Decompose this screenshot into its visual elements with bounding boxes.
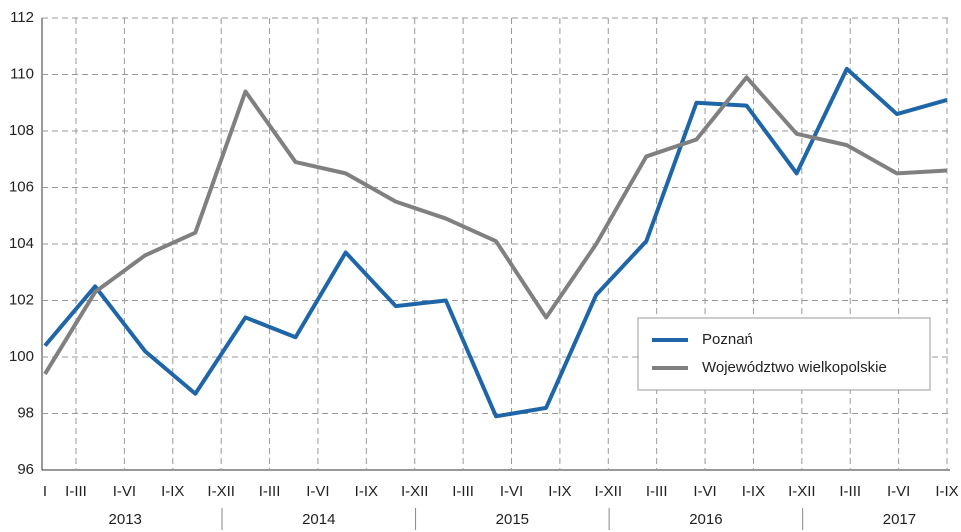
x-tick-label: I-IX [742,483,765,500]
y-tick-label: 110 [10,65,34,82]
legend-box [637,317,931,391]
x-tick-label: I [43,483,47,500]
x-tick-label: I-XII [207,483,235,500]
y-tick-label: 106 [9,178,34,195]
x-tick-label: I-XII [788,483,816,500]
year-label: 2017 [883,511,916,528]
x-tick-label: I-III [839,483,861,500]
x-tick-label: I-XII [595,483,623,500]
x-tick-label: I-VI [500,483,523,500]
y-tick-label: 108 [9,122,34,139]
x-tick-label: I-IX [355,483,378,500]
series-line [43,66,948,419]
x-tick-label: I-III [452,483,474,500]
x-tick-label: I-VI [306,483,329,500]
year-label: 2014 [302,511,335,528]
x-tick-label: I-VI [887,483,910,500]
y-tick-label: 98 [17,404,34,421]
y-tick-label: 112 [10,9,34,26]
x-tick-label: I-VI [693,483,716,500]
y-tick-label: 102 [9,291,34,308]
year-label: 2015 [496,511,529,528]
x-tick-label: I-XII [401,483,429,500]
x-tick-label: I-IX [161,483,184,500]
y-tick-label: 96 [17,461,34,478]
series-line [43,75,948,375]
year-label: 2013 [109,511,142,528]
legend-label: Województwo wielkopolskie [702,359,887,376]
x-tick-label: I-III [65,483,87,500]
x-tick-label: I-III [259,483,281,500]
x-tick-label: I-IX [548,483,571,500]
year-label: 2016 [689,511,722,528]
x-tick-label: I-III [646,483,668,500]
y-tick-label: 100 [9,348,34,365]
y-tick-label: 104 [9,235,34,252]
legend-label: Poznań [702,331,753,348]
x-tick-label: I-VI [113,483,136,500]
x-tick-label: I-IX [935,483,958,500]
